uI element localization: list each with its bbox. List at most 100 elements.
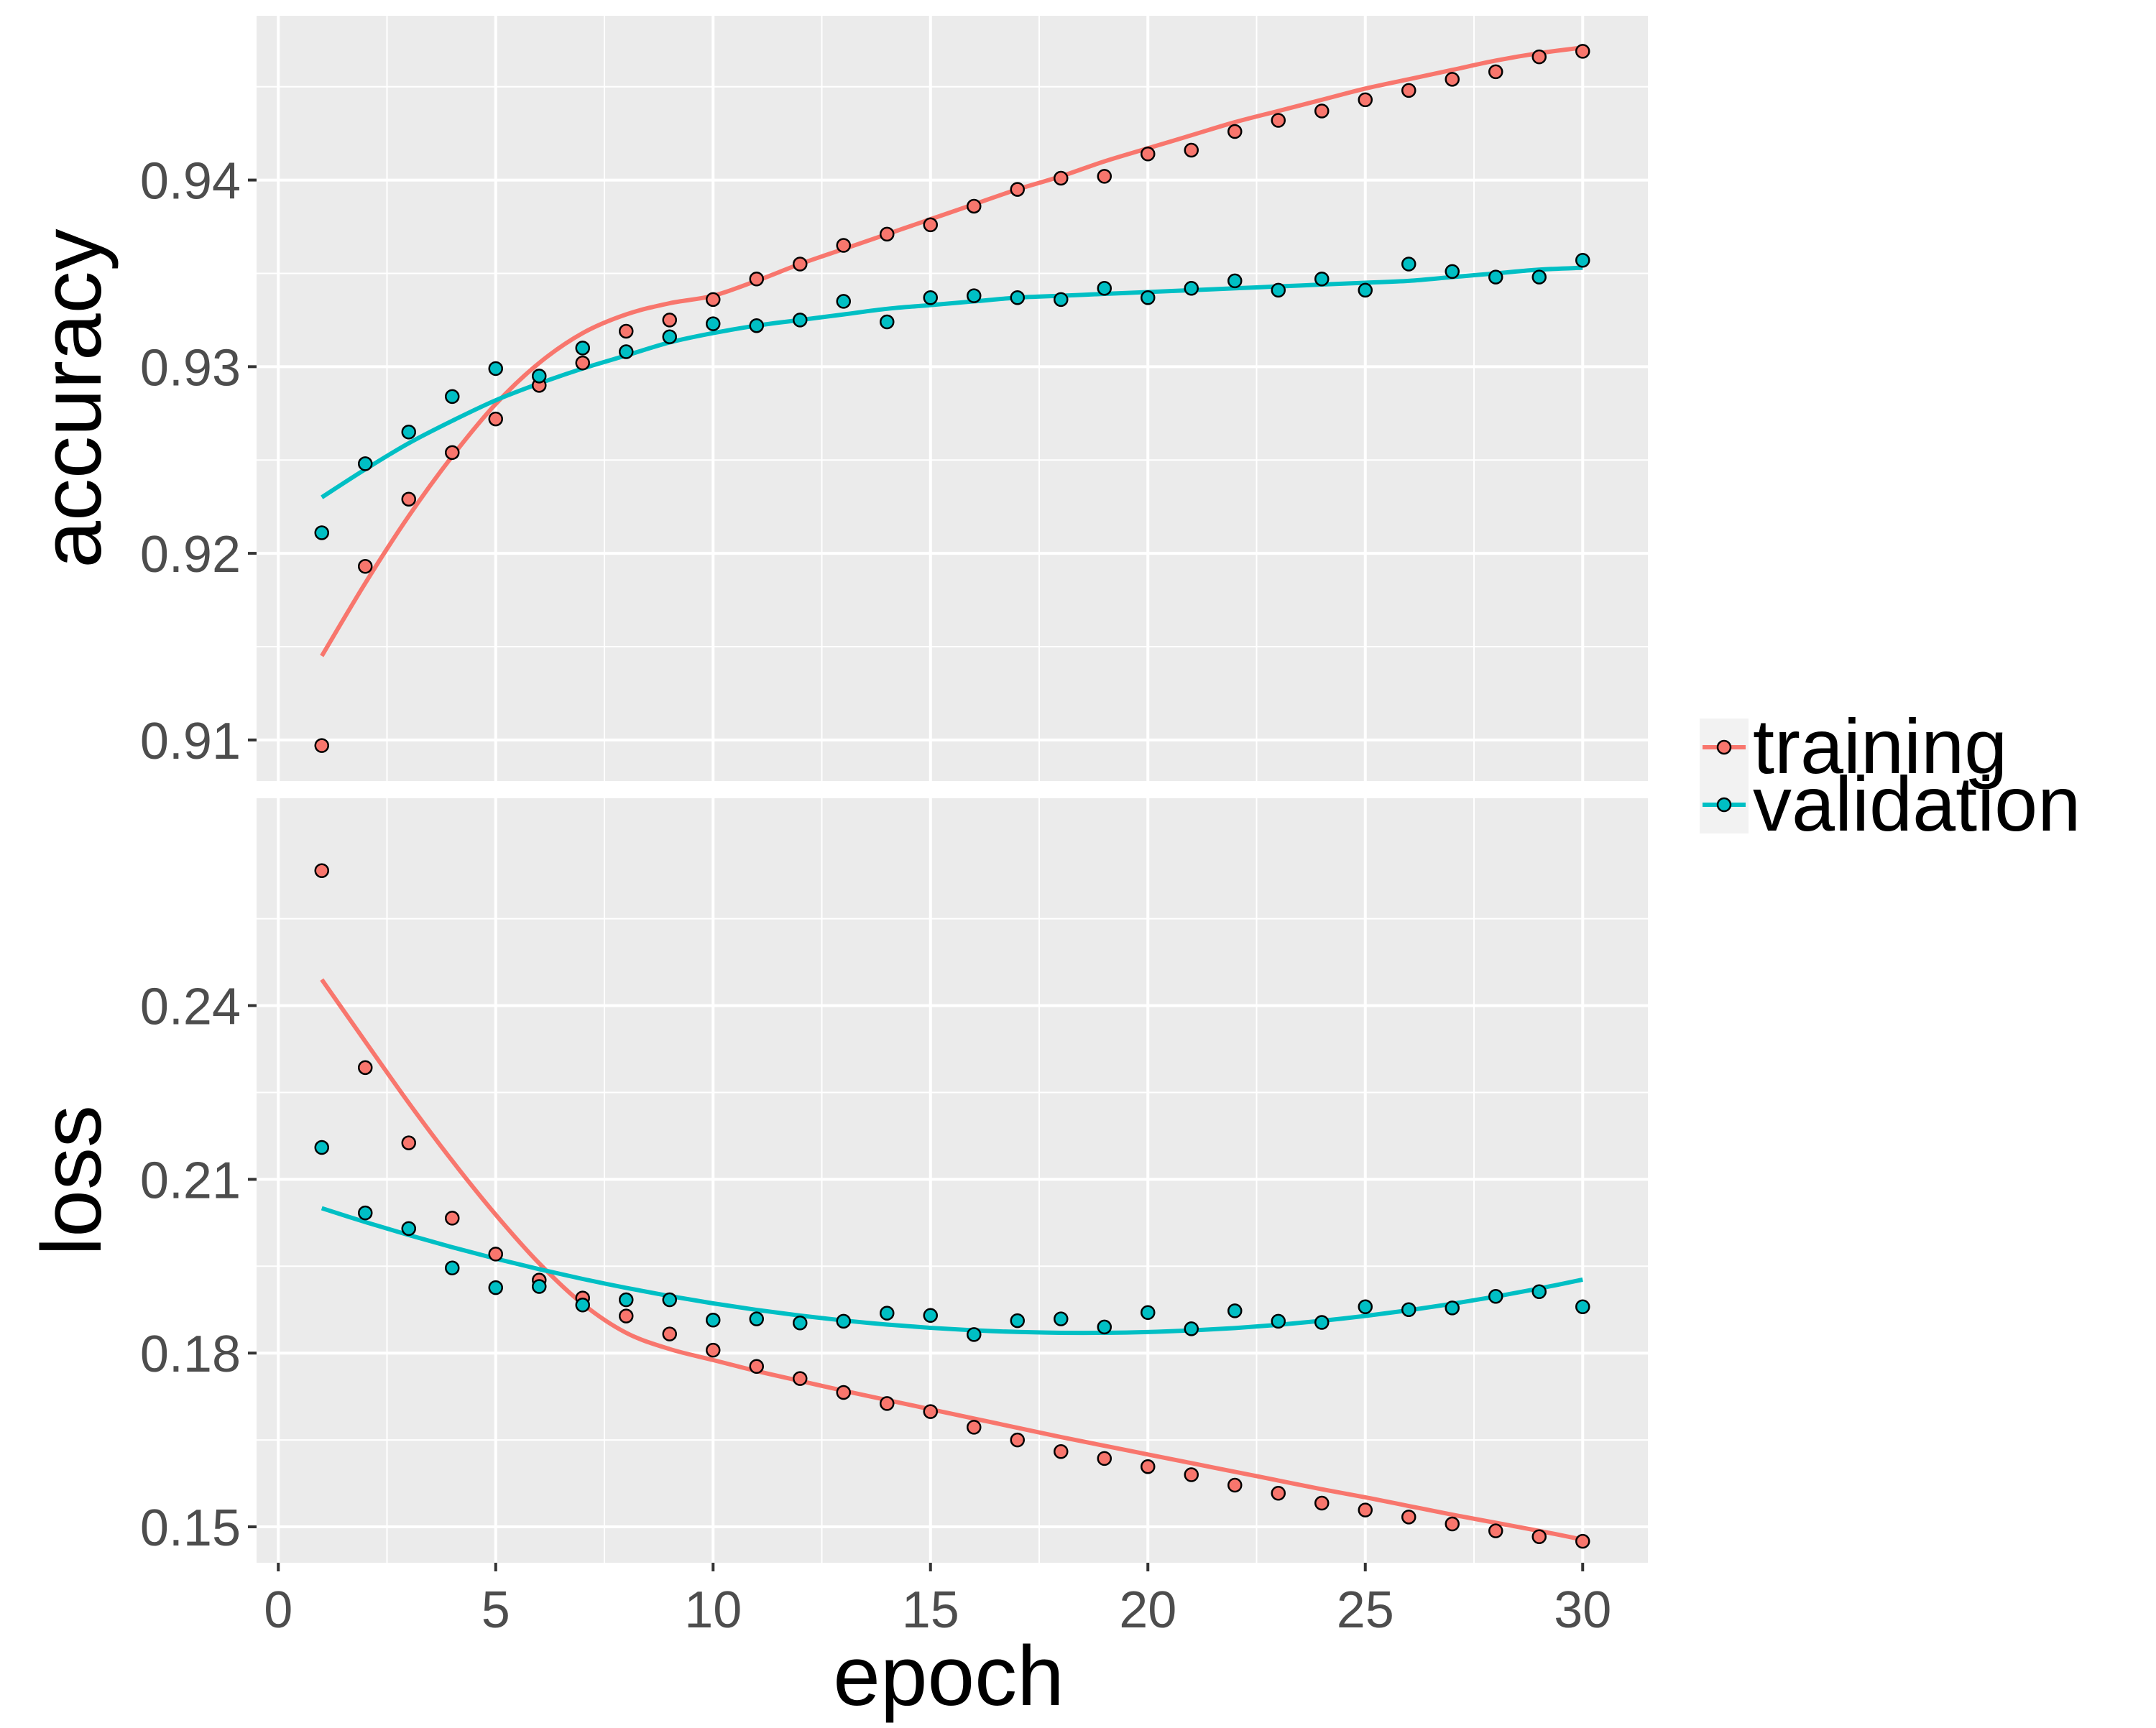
point-validation: [1054, 292, 1069, 308]
point-validation: [358, 1205, 373, 1221]
point-validation: [1401, 257, 1416, 272]
point-training: [619, 1308, 634, 1323]
point-training: [1575, 44, 1590, 59]
legend-label: validation: [1753, 760, 2081, 847]
point-validation: [314, 1140, 329, 1155]
point-training: [1488, 64, 1503, 80]
y-tick-label: 0.21: [140, 1152, 241, 1209]
legend-item-validation: validation: [1700, 760, 2081, 847]
y-tick-label: 0.24: [140, 979, 241, 1036]
point-validation: [1097, 1319, 1112, 1335]
point-training: [619, 323, 634, 339]
point-validation: [1358, 282, 1373, 298]
point-validation: [1488, 269, 1503, 285]
point-validation: [575, 1298, 590, 1313]
point-training: [880, 1396, 895, 1411]
point-training: [836, 1385, 851, 1400]
point-validation: [1010, 1313, 1025, 1329]
point-validation: [401, 425, 416, 440]
point-validation: [1401, 1302, 1416, 1318]
x-tick-label: 20: [1119, 1581, 1176, 1639]
point-training: [1531, 49, 1547, 65]
point-validation: [1271, 1313, 1286, 1329]
point-training: [1097, 1451, 1112, 1466]
point-validation: [662, 1292, 677, 1308]
point-validation: [706, 316, 721, 331]
point-validation: [488, 361, 503, 376]
y-tick-label: 0.18: [140, 1326, 241, 1383]
point-training: [1141, 1459, 1156, 1474]
point-validation: [749, 1311, 764, 1326]
point-validation: [1141, 290, 1156, 305]
x-tick-label: 5: [482, 1581, 510, 1639]
point-validation: [445, 389, 460, 405]
point-validation: [445, 1260, 460, 1275]
trend-line-training: [320, 978, 1583, 1542]
point-validation: [358, 456, 373, 471]
point-validation: [1271, 282, 1286, 298]
point-validation: [1054, 1311, 1069, 1326]
y-axis-title: loss: [24, 1105, 119, 1256]
point-validation: [749, 318, 764, 333]
panel-background: [257, 16, 1648, 781]
trend-line-validation: [321, 1206, 1583, 1336]
y-tick-label: 0.91: [140, 713, 241, 770]
point-validation: [1184, 1321, 1199, 1336]
y-tick-label: 0.92: [140, 526, 241, 583]
point-training: [1445, 72, 1460, 87]
point-validation: [1531, 1284, 1547, 1300]
data-layer: [314, 44, 1590, 753]
point-validation: [619, 1292, 634, 1308]
point-training: [1227, 1477, 1243, 1493]
point-validation: [488, 1280, 503, 1295]
point-training: [1097, 169, 1112, 184]
point-validation: [1314, 1315, 1330, 1330]
point-training: [967, 1420, 982, 1435]
point-training: [314, 863, 329, 879]
facet-panel-accuracy: 0.91 0.92 0.93 0.94 accuracy: [24, 16, 1648, 781]
point-validation: [1445, 1300, 1460, 1316]
point-training: [358, 559, 373, 574]
x-axis: 0 5 10 15 20 25 30: [264, 1563, 1611, 1639]
point-training: [1141, 146, 1156, 162]
point-validation: [401, 1221, 416, 1237]
point-validation: [880, 314, 895, 330]
point-training: [488, 1247, 503, 1262]
point-validation: [793, 1316, 808, 1331]
point-validation: [1575, 1299, 1590, 1314]
point-validation: [1184, 280, 1199, 296]
point-training: [1271, 1486, 1286, 1501]
point-validation: [1488, 1288, 1503, 1304]
point-training: [445, 1211, 460, 1226]
point-training: [358, 1060, 373, 1076]
point-training: [706, 292, 721, 308]
legend-item-training: training: [1700, 703, 2007, 790]
x-tick-label: 15: [902, 1581, 959, 1639]
facet-panel-loss: 0.15 0.18 0.21 0.24 loss: [24, 798, 1648, 1563]
y-tick-label: 0.93: [140, 339, 241, 397]
point-training: [488, 411, 503, 427]
point-validation: [1575, 253, 1590, 268]
point-training: [1010, 182, 1025, 197]
point-training: [923, 1404, 938, 1419]
point-training: [1488, 1523, 1503, 1538]
point-training: [1575, 1533, 1590, 1549]
point-validation: [1358, 1299, 1373, 1314]
point-training: [575, 355, 590, 371]
point-training: [1401, 1510, 1416, 1525]
point-training: [1358, 1502, 1373, 1517]
point-training: [662, 313, 677, 328]
y-tick-label: 0.94: [140, 153, 241, 211]
legend-point: [1716, 797, 1732, 813]
point-validation: [1227, 1303, 1243, 1318]
point-validation: [1141, 1305, 1156, 1321]
point-validation: [1531, 269, 1547, 285]
point-training: [1184, 1467, 1199, 1482]
x-tick-label: 30: [1554, 1581, 1611, 1639]
point-training: [1401, 83, 1416, 98]
point-training: [314, 738, 329, 753]
point-training: [1184, 142, 1199, 158]
point-validation: [793, 313, 808, 328]
